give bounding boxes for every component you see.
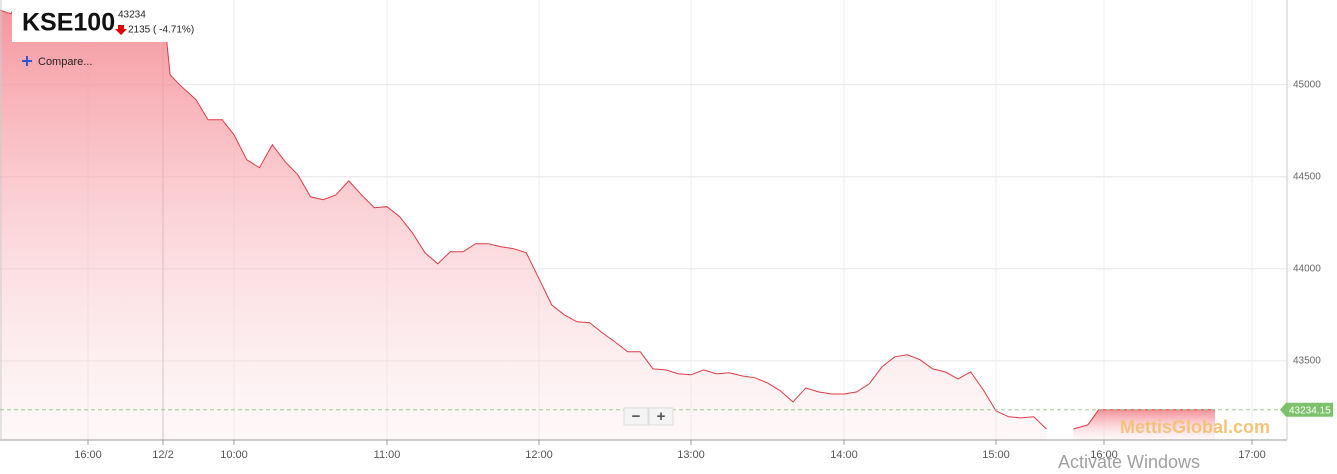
- x-tick-label: 12/2: [152, 449, 173, 461]
- symbol: KSE100: [22, 9, 115, 37]
- y-tick-label: 44000: [1293, 263, 1321, 274]
- x-tick-label: 13:00: [677, 449, 705, 461]
- zoom-in-label[interactable]: +: [657, 408, 666, 425]
- x-tick-label: 10:00: [220, 449, 248, 461]
- change: 2135 ( -4.71%): [128, 25, 194, 36]
- area-fill: [0, 0, 1047, 440]
- overlay-text: Activate Windows: [1058, 452, 1200, 472]
- x-tick-label: 14:00: [830, 449, 858, 461]
- last-price-label: 43234.15: [1289, 405, 1331, 416]
- price-line: [0, 0, 1047, 430]
- x-tick-label: 16:00: [1090, 449, 1118, 461]
- x-tick-label: 16:00: [74, 449, 102, 461]
- last-value: 43234: [118, 10, 146, 21]
- y-tick-label: 45000: [1293, 79, 1321, 90]
- zoom-out-label[interactable]: −: [632, 408, 641, 425]
- x-tick-label: 17:00: [1238, 449, 1266, 461]
- zoom-in[interactable]: [648, 407, 674, 426]
- plus-icon[interactable]: [22, 56, 32, 66]
- x-tick-label: 15:00: [982, 449, 1010, 461]
- x-tick-label: 12:00: [525, 449, 553, 461]
- last-price-badge: [1280, 402, 1333, 417]
- compare-button[interactable]: Compare...: [38, 56, 92, 68]
- x-tick-label: 11:00: [374, 449, 401, 461]
- zoom-out[interactable]: [623, 407, 649, 426]
- y-tick-label: 44500: [1293, 171, 1321, 182]
- area-fill: [1073, 409, 1215, 440]
- watermark: MettisGlobal.com: [1120, 417, 1270, 437]
- header-box: [12, 0, 208, 42]
- labels: 43500 44000 44500 45000 16:00 12/2 10:00 11:00 1…: [0, 79, 1333, 461]
- down-arrow: [115, 25, 127, 35]
- y-tick-label: 43500: [1293, 355, 1321, 366]
- plot: [0, 0, 1215, 440]
